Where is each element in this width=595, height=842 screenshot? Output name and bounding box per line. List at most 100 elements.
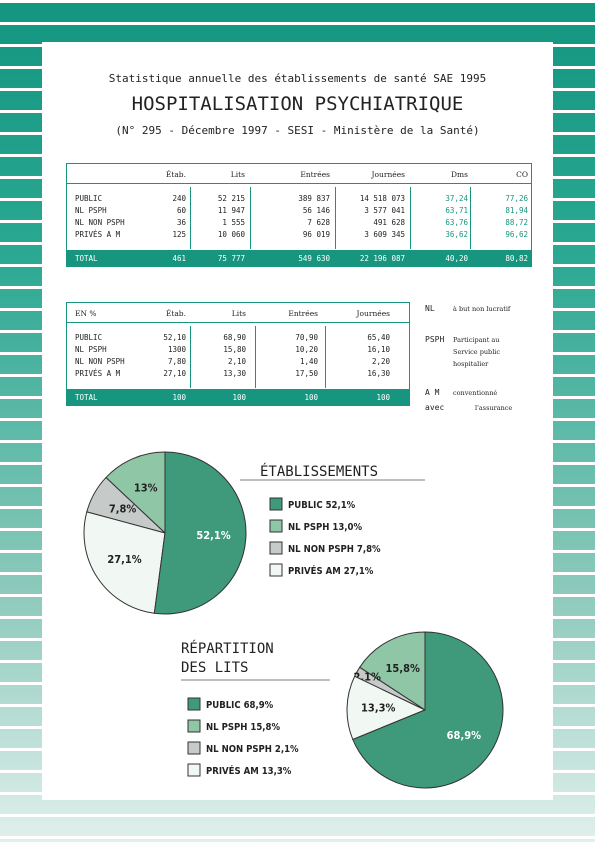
legend-label: NL PSPH 15,8% [206, 722, 280, 733]
cell: 11 947 [217, 206, 245, 215]
cell: 2,10 [227, 357, 246, 366]
pie-slice [346, 675, 427, 741]
cell: 1,40 [299, 357, 318, 366]
cell: 63,71 [445, 206, 468, 215]
legend-swatch [269, 497, 283, 511]
cell: 52,10 [163, 333, 186, 342]
cell: NL PSPH [75, 345, 107, 354]
column-header: Entrées [288, 309, 318, 318]
column-rule [335, 187, 336, 249]
total-cell: 80,82 [505, 254, 528, 263]
title: HOSPITALISATION PSYCHIATRIQUE [131, 93, 464, 115]
total-cell: 22 196 087 [359, 254, 405, 263]
cell: 36 [176, 218, 186, 227]
cell: PRIVÉS A M [75, 230, 121, 239]
note-text: Participant au [453, 336, 500, 344]
cell: 27,10 [163, 369, 186, 378]
column-rule [190, 326, 191, 388]
cell: NL NON PSPH [75, 218, 125, 227]
total-cell: TOTAL [75, 393, 98, 402]
total-cell: 100 [232, 393, 246, 402]
cell: 60 [176, 206, 186, 215]
cell: 13,30 [223, 369, 246, 378]
cell: 70,90 [295, 333, 318, 342]
pie-slice [359, 631, 426, 711]
legend-swatch [187, 697, 201, 711]
legend-label: NL PSPH 13,0% [288, 522, 362, 533]
column-header: Lits [231, 309, 246, 318]
total-cell: 100 [172, 393, 186, 402]
slice-label: 27,1% [107, 553, 141, 566]
cell: 96 019 [302, 230, 330, 239]
slice-label: 13% [134, 481, 158, 494]
legend-swatch [269, 541, 283, 555]
column-rule [190, 187, 191, 249]
column-header: Journées [371, 170, 406, 179]
subtitle: (N° 295 - Décembre 1997 - SESI - Ministè… [115, 124, 480, 137]
pie-slice [105, 451, 166, 535]
legend-label: PRIVÉS AM 13,3% [206, 765, 292, 777]
cell: 1 555 [222, 218, 245, 227]
column-header: Lits [230, 170, 245, 179]
column-header: EN % [75, 309, 97, 318]
cell: PUBLIC [75, 194, 103, 203]
column-header: Dms [451, 170, 468, 179]
cell: 7,80 [167, 357, 186, 366]
column-header: Étab. [165, 170, 186, 179]
total-cell: TOTAL [75, 254, 98, 263]
header-rule [66, 183, 532, 184]
column-header: Journées [356, 309, 391, 318]
cell: 65,40 [367, 333, 390, 342]
pie-slice [153, 451, 247, 615]
legend-label: PUBLIC 68,9% [206, 700, 274, 711]
cell: 1300 [167, 345, 186, 354]
cell: 125 [172, 230, 186, 239]
total-cell: 549 630 [298, 254, 330, 263]
cell: PRIVÉS A M [75, 369, 121, 378]
cell: 15,80 [223, 345, 246, 354]
legend-label: PUBLIC 52,1% [288, 500, 356, 511]
total-cell: 100 [376, 393, 390, 402]
column-header: Étab. [165, 309, 186, 318]
slice-label: 52,1% [196, 529, 230, 542]
legend-swatch [269, 519, 283, 533]
cell: 389 837 [298, 194, 330, 203]
cell: 14 518 073 [359, 194, 405, 203]
legend-swatch [187, 763, 201, 777]
column-rule [250, 187, 251, 249]
cell: 3 577 041 [364, 206, 405, 215]
chart-title: ÉTABLISSEMENTS [260, 464, 379, 480]
cell: NL NON PSPH [75, 357, 125, 366]
column-rule [325, 326, 326, 388]
cell: 36,62 [445, 230, 468, 239]
cell: 63,76 [445, 218, 468, 227]
cell: PUBLIC [75, 333, 103, 342]
cell: 17,50 [295, 369, 318, 378]
cell: 10,20 [295, 345, 318, 354]
cell: 2,20 [371, 357, 390, 366]
column-rule [255, 326, 256, 388]
header-rule [66, 322, 410, 323]
slice-label: 68,9% [447, 729, 481, 742]
legend-swatch [187, 719, 201, 733]
cell: 56 146 [302, 206, 330, 215]
note-abbr: NL [425, 304, 435, 313]
note-text: Service public [453, 348, 501, 356]
cell: NL PSPH [75, 206, 107, 215]
cell: 240 [172, 194, 186, 203]
note-text: à but non lucratif [453, 305, 511, 313]
slice-label: 15,8% [386, 662, 420, 675]
legend-swatch [187, 741, 201, 755]
pie-slice [352, 631, 504, 789]
total-cell: 461 [172, 254, 186, 263]
cell: 16,30 [367, 369, 390, 378]
cell: 81,94 [505, 206, 528, 215]
total-band [66, 250, 532, 267]
cell: 52 215 [217, 194, 245, 203]
cell: 96,62 [505, 230, 528, 239]
slice-label: 13,3% [361, 702, 395, 715]
column-header: CO [516, 170, 528, 179]
cell: 16,10 [367, 345, 390, 354]
legend-label: PRIVÉS AM 27,1% [288, 565, 374, 577]
cell: 491 628 [373, 218, 405, 227]
